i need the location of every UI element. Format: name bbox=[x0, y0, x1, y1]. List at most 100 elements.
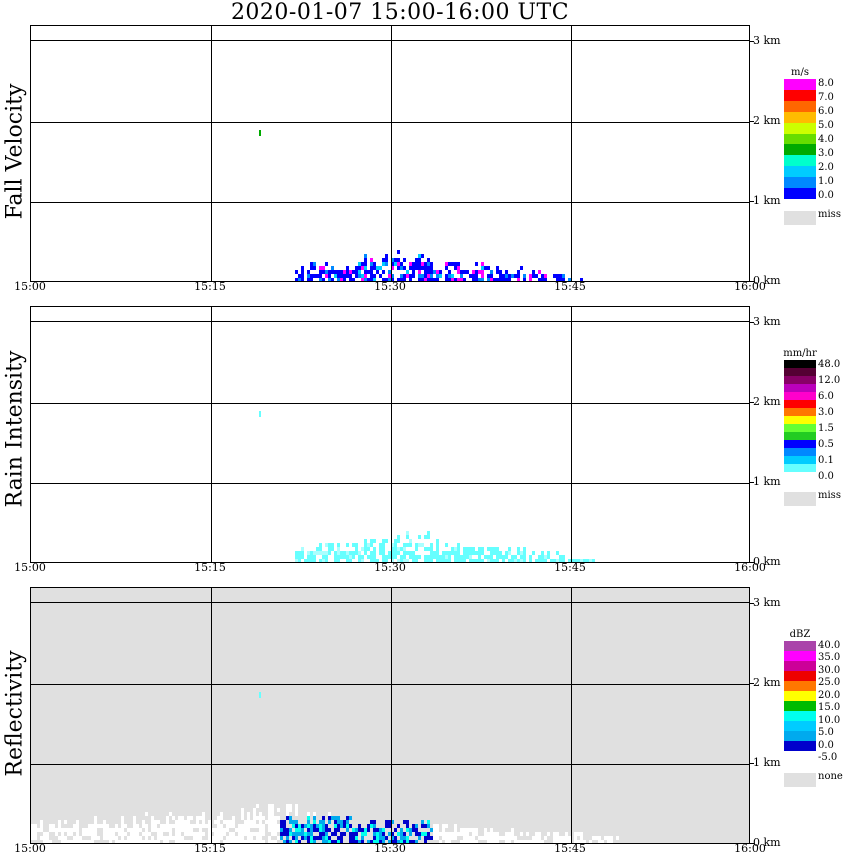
echo-cell bbox=[460, 832, 463, 836]
echo-cell bbox=[379, 547, 382, 551]
echo-cell bbox=[397, 551, 400, 555]
echo-cell bbox=[118, 828, 121, 832]
echo-cell bbox=[490, 840, 493, 843]
echo-cell bbox=[364, 278, 367, 281]
echo-cell bbox=[493, 551, 496, 555]
echo-cell bbox=[535, 840, 538, 843]
echo-cell bbox=[478, 559, 481, 562]
echo-cell bbox=[397, 258, 400, 262]
echo-cell bbox=[241, 824, 244, 828]
echo-cell bbox=[313, 812, 316, 816]
echo-cell bbox=[166, 820, 169, 824]
echo-cell bbox=[190, 832, 193, 836]
colorbar-label: 1.5 bbox=[818, 423, 834, 434]
echo-cell bbox=[121, 820, 124, 824]
echo-cell bbox=[358, 270, 361, 274]
echo-cell bbox=[286, 832, 289, 836]
echo-cell bbox=[343, 555, 346, 559]
echo-cell bbox=[466, 547, 469, 551]
echo-cell bbox=[601, 840, 604, 843]
echo-cell bbox=[40, 824, 43, 828]
echo-cell bbox=[337, 820, 340, 824]
echo-cell bbox=[391, 832, 394, 836]
echo-cell bbox=[247, 812, 250, 816]
echo-cell bbox=[328, 812, 331, 816]
echo-cell bbox=[379, 840, 382, 843]
echo-cell bbox=[616, 836, 619, 840]
echo-cell bbox=[70, 840, 73, 843]
echo-cell bbox=[409, 266, 412, 270]
echo-cell bbox=[445, 266, 448, 270]
echo-cell bbox=[391, 820, 394, 824]
echo-cell bbox=[178, 828, 181, 832]
echo-cell bbox=[202, 824, 205, 828]
echo-cell bbox=[259, 820, 262, 824]
colorbar-miss-label: miss bbox=[818, 209, 841, 220]
height-tick bbox=[750, 482, 754, 483]
echo-cell bbox=[574, 836, 577, 840]
echo-cell bbox=[58, 828, 61, 832]
echo-cell bbox=[532, 840, 535, 843]
colorbar-swatch bbox=[784, 711, 816, 722]
echo-cell bbox=[445, 559, 448, 562]
echo-cell bbox=[538, 559, 541, 562]
echo-cell bbox=[598, 840, 601, 843]
echo-cell bbox=[433, 832, 436, 836]
echo-cell bbox=[106, 828, 109, 832]
colorbar-label: 0.0 bbox=[818, 739, 834, 751]
echo-cell bbox=[379, 828, 382, 832]
echo-cell bbox=[406, 828, 409, 832]
echo-cell bbox=[424, 840, 427, 843]
echo-cell bbox=[451, 832, 454, 836]
echo-cell bbox=[586, 559, 589, 562]
echo-cell bbox=[286, 828, 289, 832]
echo-cell bbox=[490, 828, 493, 832]
echo-cell bbox=[292, 832, 295, 836]
echo-cell bbox=[397, 824, 400, 828]
echo-cell bbox=[217, 832, 220, 836]
height-tick bbox=[750, 402, 754, 403]
echo-cell bbox=[295, 820, 298, 824]
echo-cell bbox=[370, 266, 373, 270]
echo-cell bbox=[316, 551, 319, 555]
echo-cell bbox=[466, 828, 469, 832]
height-tick bbox=[750, 201, 754, 202]
echo-cell bbox=[301, 832, 304, 836]
echo-cell bbox=[334, 551, 337, 555]
echo-cell bbox=[340, 824, 343, 828]
echo-cell bbox=[472, 832, 475, 836]
echo-cell bbox=[76, 840, 79, 843]
echo-cell bbox=[160, 836, 163, 840]
echo-cell bbox=[451, 278, 454, 281]
echo-cell bbox=[295, 278, 298, 281]
echo-cell bbox=[517, 551, 520, 555]
colorbar-unit: dBZ bbox=[789, 629, 811, 640]
echo-cell bbox=[133, 828, 136, 832]
echo-cell bbox=[505, 840, 508, 843]
echo-cell bbox=[427, 258, 430, 262]
echo-cell bbox=[451, 547, 454, 551]
echo-cell bbox=[373, 551, 376, 555]
echo-cell bbox=[280, 836, 283, 840]
echo-cell bbox=[241, 828, 244, 832]
echo-cell bbox=[97, 824, 100, 828]
echo-cell bbox=[349, 840, 352, 843]
echo-cell bbox=[418, 254, 421, 258]
echo-cell bbox=[448, 836, 451, 840]
echo-cell bbox=[328, 551, 331, 555]
echo-cell bbox=[436, 836, 439, 840]
echo-cell bbox=[547, 555, 550, 559]
colorbar-swatch bbox=[784, 464, 816, 473]
echo-cell bbox=[88, 828, 91, 832]
echo-cell bbox=[169, 832, 172, 836]
echo-cell bbox=[136, 836, 139, 840]
grid-line-vertical bbox=[211, 588, 212, 843]
echo-cell bbox=[454, 551, 457, 555]
echo-cell bbox=[562, 836, 565, 840]
echo-cell bbox=[418, 832, 421, 836]
echo-cell bbox=[403, 551, 406, 555]
echo-cell bbox=[325, 555, 328, 559]
height-tick-label: 2 km bbox=[753, 395, 781, 408]
grid-line-vertical bbox=[391, 307, 392, 562]
echo-cell bbox=[355, 828, 358, 832]
